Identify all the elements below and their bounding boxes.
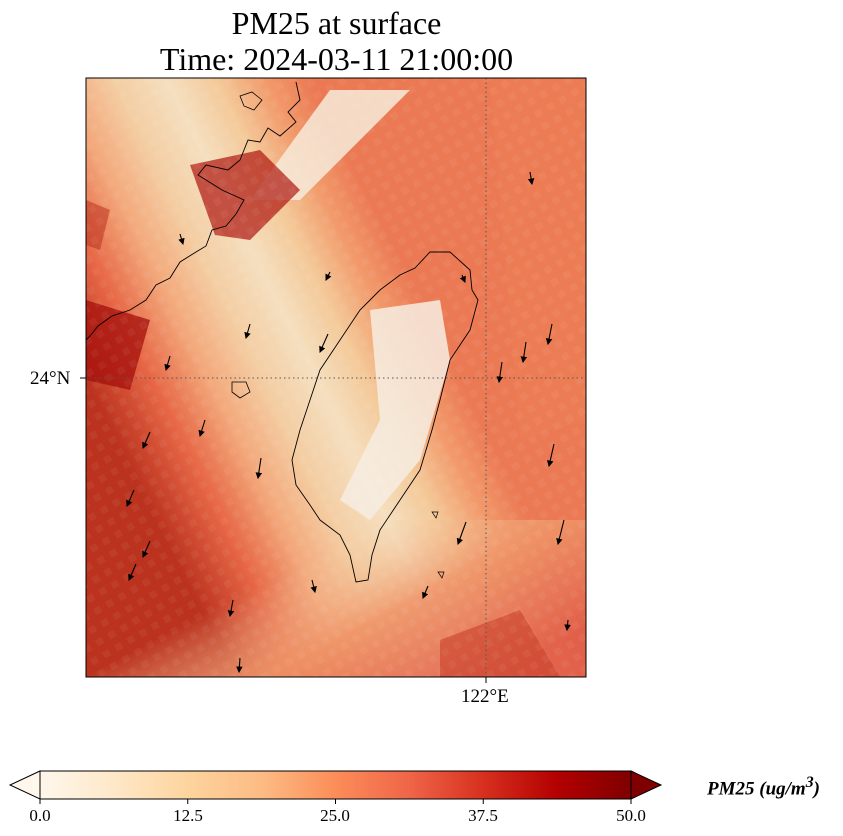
- pm25-field: [86, 78, 586, 677]
- map-title: PM25 at surface: [231, 5, 442, 41]
- colorbar: [8, 770, 663, 804]
- taiwan-coastline: [291, 251, 479, 583]
- longitude-label: 122°E: [461, 686, 509, 707]
- china-coastline: [86, 81, 301, 341]
- wind-arrows: [126, 171, 571, 674]
- colorbar-min-extend: [8, 770, 41, 800]
- colorbar-label: PM25 (ug/m3): [707, 774, 820, 800]
- colorbar-tick: 37.5: [468, 806, 498, 825]
- colorbar-gradient: [39, 770, 632, 800]
- colorbar-tick: 25.0: [320, 806, 350, 825]
- colorbar-tick: 50.0: [616, 806, 646, 825]
- colorbar-tick: 0.0: [29, 806, 51, 825]
- colorbar-tick: 12.5: [173, 806, 203, 825]
- map-subtitle: Time: 2024-03-11 21:00:00: [159, 41, 514, 77]
- pm25-map: [80, 77, 587, 683]
- latitude-label: 24°N: [30, 368, 71, 389]
- colorbar-max-extend: [630, 770, 663, 800]
